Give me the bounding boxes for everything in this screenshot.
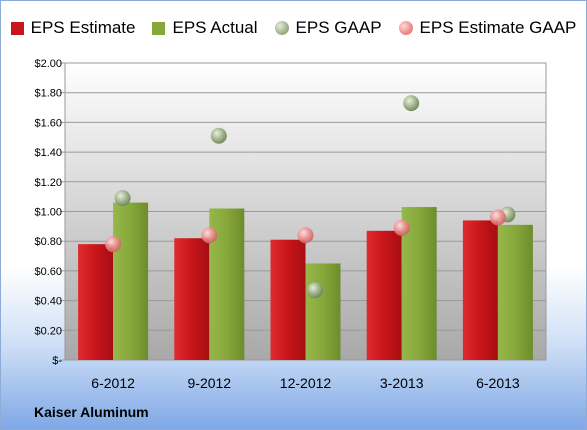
chart-legend: EPS Estimate EPS Actual EPS GAAP EPS Est…	[1, 15, 586, 41]
y-tick-label: $-	[52, 355, 62, 367]
points	[105, 95, 516, 299]
legend-swatch-eps-estimate-gaap	[398, 21, 413, 35]
y-tick-label: $1.80	[34, 88, 62, 100]
y-tick-label: $0.60	[34, 266, 62, 278]
x-tick-label: 3-2013	[380, 375, 424, 391]
point-eps-estimate-gaap	[297, 227, 314, 244]
point-eps-gaap	[114, 190, 131, 207]
x-tick-label: 9-2012	[188, 375, 232, 391]
bar-eps-actual	[305, 263, 341, 360]
bar-eps-estimate	[78, 244, 114, 360]
legend-item-eps-estimate-gaap: EPS Estimate GAAP	[398, 18, 577, 38]
bar-eps-estimate	[462, 220, 498, 360]
x-tick-label: 6-2013	[476, 375, 520, 391]
y-tick-label: $0.20	[34, 325, 62, 337]
bars	[78, 202, 533, 360]
point-eps-gaap	[307, 282, 323, 299]
point-eps-estimate-gaap	[393, 219, 410, 236]
legend-swatch-eps-actual	[152, 21, 166, 35]
legend-item-eps-gaap: EPS GAAP	[274, 18, 382, 38]
legend-swatch-eps-estimate	[10, 21, 24, 35]
company-name: Kaiser Aluminum	[34, 404, 149, 420]
legend-label-eps-estimate-gaap: EPS Estimate GAAP	[419, 18, 577, 37]
y-tick-label: $1.60	[34, 117, 62, 129]
point-eps-estimate-gaap	[105, 236, 122, 253]
y-tick-label: $1.20	[34, 177, 62, 189]
bar-eps-estimate	[270, 239, 306, 360]
point-eps-gaap	[403, 95, 420, 112]
legend-label-eps-actual: EPS Actual	[172, 18, 258, 37]
y-tick-label: $1.00	[34, 207, 62, 219]
y-tick-label: $2.00	[34, 58, 62, 70]
point-eps-estimate-gaap	[201, 227, 218, 244]
point-eps-estimate-gaap	[489, 209, 506, 226]
legend-label-eps-estimate: EPS Estimate	[30, 18, 136, 37]
x-tick-label: 12-2012	[280, 375, 332, 391]
y-axis-ticks: $- $0.20 $0.40 $0.60 $0.80 $1.00 $1.20 $1.40 $1.…	[34, 58, 62, 367]
x-axis-ticks: 6-2012 9-2012 12-2012 3-2013 6-2013	[91, 375, 520, 391]
bar-eps-actual	[497, 224, 533, 360]
legend-swatch-eps-gaap	[274, 21, 289, 35]
y-tick-label: $0.80	[34, 236, 62, 248]
bar-eps-estimate	[366, 230, 402, 360]
bar-eps-actual	[113, 202, 149, 360]
point-eps-gaap	[210, 127, 227, 144]
bar-eps-estimate	[174, 238, 210, 360]
legend-label-eps-gaap: EPS GAAP	[295, 18, 382, 37]
legend-item-eps-estimate: EPS Estimate	[10, 18, 136, 38]
x-tick-label: 6-2012	[91, 375, 135, 391]
y-tick-label: $0.40	[34, 296, 62, 308]
y-tick-label: $1.40	[34, 147, 62, 159]
legend-item-eps-actual: EPS Actual	[152, 18, 258, 38]
